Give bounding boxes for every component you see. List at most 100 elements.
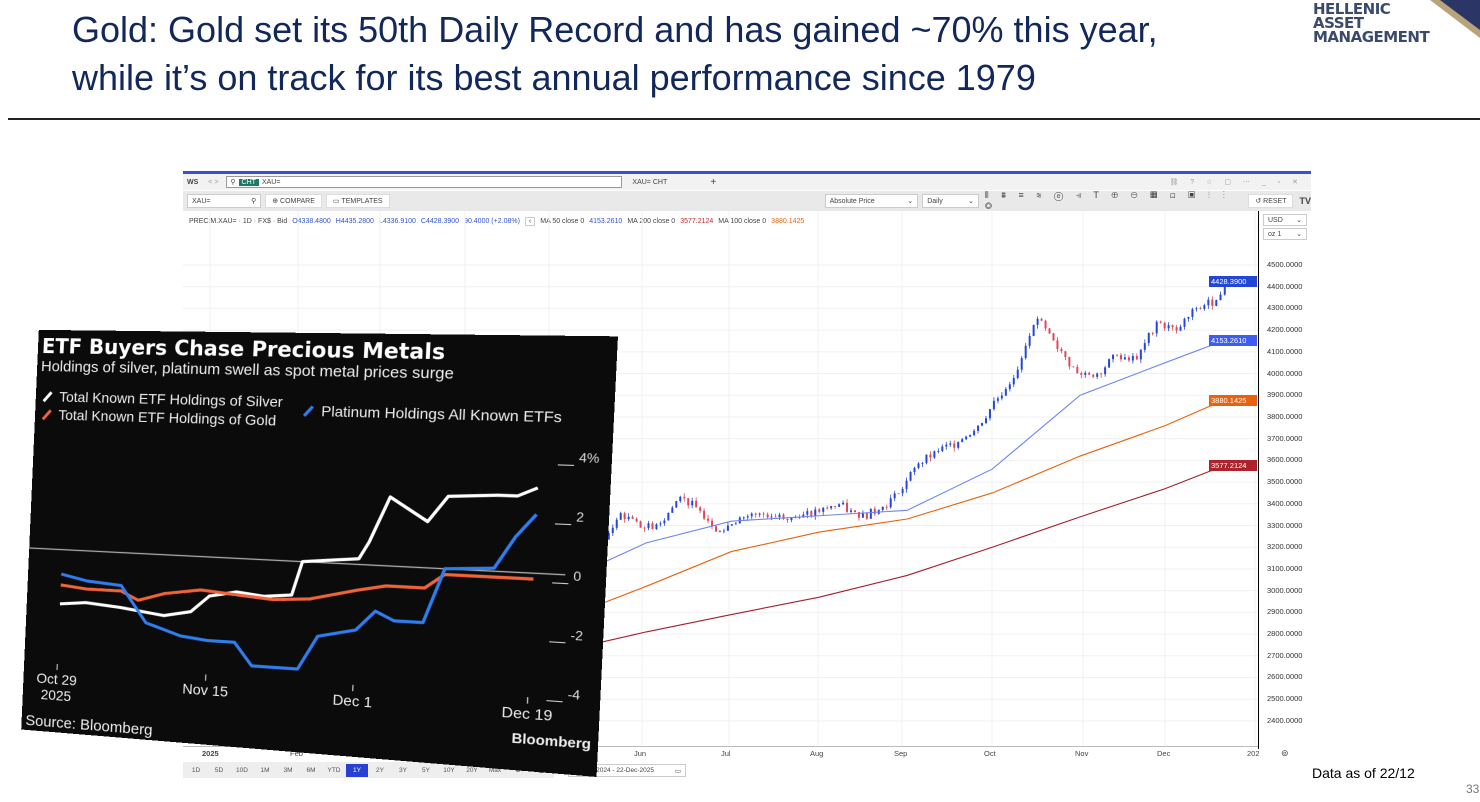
x-tick-label: Nov 15 bbox=[182, 681, 229, 700]
candle bbox=[722, 530, 725, 532]
candle bbox=[1100, 373, 1103, 375]
range-button-3y[interactable]: 3Y bbox=[399, 766, 407, 774]
range-button-5d[interactable]: 5D bbox=[214, 766, 224, 774]
range-button-10y[interactable]: 10Y bbox=[443, 766, 455, 774]
chart-tools-icons[interactable]: ⫴ ⩩ ≡ ≋ ⓔ ⫣ T ⊕ ⊖ ▦ ⊡ ▣ ⫶ ⋮ ◎ bbox=[984, 190, 1230, 211]
candle bbox=[730, 524, 733, 526]
workspace-menu[interactable]: WS bbox=[187, 178, 199, 186]
window-controls[interactable]: ⛓ ? ☆ ▢ ⋯ _ ▫ ✕ bbox=[1169, 179, 1303, 186]
price-axis[interactable]: USD ⌄ oz 1 ⌄ 4500.0000 4400.0000 4300.0000 42… bbox=[1209, 211, 1311, 749]
candle bbox=[838, 504, 841, 507]
candle bbox=[889, 498, 892, 508]
candle bbox=[1076, 366, 1079, 374]
candle bbox=[1096, 373, 1099, 377]
range-button-1y[interactable]: 1Y bbox=[346, 763, 368, 777]
candle bbox=[715, 526, 718, 532]
y-tick-mark bbox=[552, 583, 568, 584]
candle bbox=[619, 513, 622, 520]
range-button-2y[interactable]: 2Y bbox=[376, 766, 384, 774]
ric-search-input[interactable]: XAU= ⚲ bbox=[187, 194, 262, 208]
reset-button[interactable]: ↺ RESET bbox=[1248, 194, 1294, 208]
back-forward-icon[interactable]: < > bbox=[208, 178, 219, 186]
candle bbox=[651, 523, 654, 529]
candle bbox=[945, 444, 948, 447]
ma50-value: 4153.2610 bbox=[589, 217, 623, 225]
range-button-max[interactable]: Max bbox=[488, 766, 502, 774]
title-divider bbox=[8, 118, 1480, 120]
month-tick: Jul bbox=[721, 749, 731, 758]
add-tab-button[interactable]: + bbox=[710, 176, 717, 188]
y-tick-label: 4% bbox=[579, 450, 601, 466]
price-tag: 3577.2124 bbox=[1209, 460, 1257, 472]
logo-line: MANAGEMENT bbox=[1313, 28, 1430, 46]
price-mode-select[interactable]: Absolute Price ⌄ bbox=[824, 194, 919, 208]
range-button-1d[interactable]: 1D bbox=[191, 766, 201, 774]
candle bbox=[667, 512, 670, 521]
collapse-legend-button[interactable]: ‹ bbox=[524, 216, 536, 226]
unit-select[interactable]: oz 1 ⌄ bbox=[1263, 228, 1307, 240]
candle bbox=[1104, 367, 1107, 375]
price-tag: 3880.1425 bbox=[1209, 394, 1257, 406]
candle bbox=[655, 524, 658, 529]
candle bbox=[857, 512, 860, 518]
title-line-2: while it’s on track for its best annual … bbox=[72, 57, 1036, 98]
candle bbox=[830, 506, 833, 509]
interval-select[interactable]: Daily ⌄ bbox=[922, 194, 979, 208]
logo-line: ASSET bbox=[1313, 14, 1364, 32]
candle bbox=[707, 518, 710, 521]
cht-tag: CHT bbox=[238, 178, 259, 186]
candle bbox=[897, 493, 900, 495]
settings-icon[interactable]: ⊚ bbox=[1281, 748, 1289, 758]
candle bbox=[842, 502, 845, 505]
candle bbox=[742, 517, 745, 519]
y-tick-mark bbox=[558, 465, 574, 466]
price-tick: 3800.0000 bbox=[1267, 411, 1303, 421]
candle bbox=[647, 523, 650, 529]
compare-button[interactable]: ⊕ COMPARE bbox=[265, 194, 322, 208]
currency-select[interactable]: USD ⌄ bbox=[1263, 214, 1307, 226]
candle bbox=[643, 527, 646, 529]
candle bbox=[1064, 351, 1067, 358]
legend-swatch bbox=[41, 408, 52, 420]
candle bbox=[774, 516, 777, 518]
candle bbox=[1072, 366, 1075, 368]
price-tick: 3500.0000 bbox=[1267, 477, 1303, 487]
range-button-20y[interactable]: 20Y bbox=[466, 766, 478, 774]
candle bbox=[1044, 320, 1047, 329]
candle bbox=[1159, 321, 1162, 323]
candle bbox=[1004, 389, 1007, 396]
candle bbox=[699, 507, 702, 511]
range-button-6m[interactable]: 6M bbox=[306, 766, 316, 774]
candle bbox=[977, 425, 980, 431]
candle bbox=[941, 446, 944, 452]
candle bbox=[1211, 299, 1214, 306]
tab-xau-cht[interactable]: XAU= CHT bbox=[632, 178, 668, 186]
range-button-10d[interactable]: 10D bbox=[236, 766, 248, 774]
templates-button[interactable]: ▭ TEMPLATES bbox=[325, 194, 390, 208]
candle bbox=[758, 513, 761, 515]
reset-label: RESET bbox=[1263, 197, 1287, 205]
command-bar[interactable]: ⚲ CHT XAU= bbox=[226, 176, 623, 188]
candle bbox=[1151, 333, 1154, 334]
compare-label: COMPARE bbox=[280, 197, 315, 205]
candle bbox=[849, 510, 852, 512]
range-button-ytd[interactable]: YTD bbox=[327, 766, 341, 774]
date-range-input[interactable]: 23-Dec-2024 - 22-Dec-2025 ▭ bbox=[568, 764, 686, 777]
price-tick: 4400.0000 bbox=[1267, 281, 1303, 291]
candle bbox=[703, 510, 706, 519]
range-button-1m[interactable]: 1M bbox=[260, 766, 270, 774]
legend-ticker: PREC:M.XAU= · 1D · FX$ · Bid bbox=[189, 217, 288, 225]
candle bbox=[683, 496, 686, 499]
candle bbox=[695, 500, 698, 508]
candle bbox=[671, 507, 674, 513]
candle bbox=[981, 422, 984, 426]
legend-swatch bbox=[302, 404, 315, 417]
candle bbox=[1219, 294, 1222, 301]
candle bbox=[1127, 357, 1130, 361]
range-button-5y[interactable]: 5Y bbox=[422, 766, 430, 774]
bloomberg-etf-chart: ETF Buyers Chase Precious Metals Holding… bbox=[21, 329, 618, 777]
range-button-3m[interactable]: 3M bbox=[283, 766, 293, 774]
candle bbox=[1060, 349, 1063, 352]
ma50-label: MA 50 close 0 bbox=[540, 217, 585, 225]
x-tick-label: Dec 1 bbox=[332, 692, 372, 711]
